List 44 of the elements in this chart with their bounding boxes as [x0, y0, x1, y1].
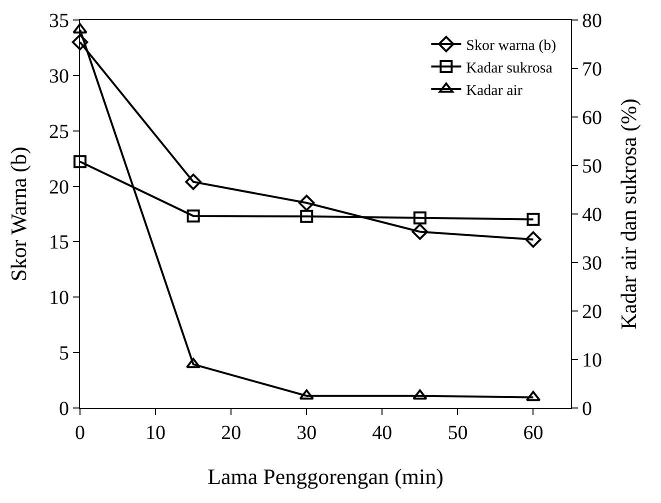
legend-label: Skor warna (b)	[466, 38, 556, 54]
y-tick-label: 15	[49, 232, 69, 254]
y-tick-label: 10	[49, 287, 69, 310]
y-tick-label: 30	[49, 65, 69, 88]
legend-label: Kadar air	[466, 82, 522, 99]
y-tick-label: 35	[49, 10, 69, 32]
x-tick-label: 30	[296, 422, 317, 444]
point	[298, 194, 315, 212]
x-tick-label: 60	[523, 422, 544, 444]
y2-tick-label: 40	[582, 204, 602, 226]
point	[74, 155, 86, 168]
y2-tick-label: 30	[582, 252, 602, 274]
x-tick-label: 20	[221, 422, 242, 444]
point	[413, 211, 426, 224]
x-tick-label: 10	[146, 422, 166, 444]
x-axis-title: Lama Penggorengan (min)	[208, 464, 444, 489]
legend-label: Kadar sukrosa	[466, 60, 553, 76]
y-tick-label: 5	[59, 342, 69, 365]
y2-tick-label: 70	[582, 58, 602, 80]
y2-tick-label: 0	[582, 398, 592, 420]
y2-axis-title: Kadar air dan sukrosa (%)	[616, 98, 641, 330]
y2-tick-label: 80	[582, 10, 602, 32]
point	[525, 231, 542, 248]
y2-tick-label: 20	[582, 301, 602, 323]
point	[526, 390, 541, 402]
y-tick-label: 0	[59, 398, 69, 420]
y2-tick-label: 60	[582, 107, 602, 129]
y2-tick-label: 50	[582, 156, 602, 178]
x-tick-label: 0	[75, 422, 85, 444]
x-tick-label: 50	[448, 422, 468, 444]
y2-tick-label: 10	[582, 350, 602, 372]
point	[186, 358, 201, 368]
point	[526, 212, 540, 226]
point	[72, 34, 88, 50]
point	[412, 224, 428, 240]
point	[412, 389, 428, 400]
y-tick-label: 25	[49, 120, 69, 143]
y-tick-label: 20	[49, 176, 69, 198]
point	[185, 174, 202, 190]
x-tick-label: 40	[372, 422, 392, 444]
point	[300, 210, 314, 223]
y-axis-title: Skor Warna (b)	[6, 146, 31, 282]
point	[299, 389, 314, 400]
point	[186, 209, 200, 222]
